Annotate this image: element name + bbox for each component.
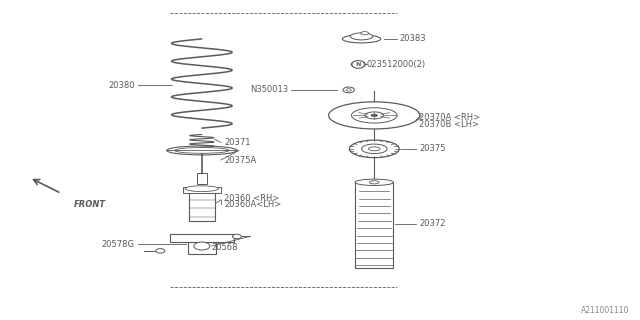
Text: FRONT: FRONT [74,200,106,209]
Text: 20370A <RH>: 20370A <RH> [419,114,480,123]
Text: A211001110: A211001110 [581,306,630,315]
Ellipse shape [369,147,380,151]
Ellipse shape [351,61,365,68]
Ellipse shape [328,102,420,129]
Ellipse shape [350,33,372,40]
Ellipse shape [371,114,378,117]
Ellipse shape [156,249,165,253]
Ellipse shape [349,140,399,158]
Ellipse shape [185,186,218,192]
Text: 20375: 20375 [419,144,445,153]
Ellipse shape [351,108,397,123]
Text: 023512000(2): 023512000(2) [367,60,426,69]
Text: 20380: 20380 [108,81,135,90]
Text: 20383: 20383 [400,35,426,44]
Text: 20375A: 20375A [224,156,257,164]
Ellipse shape [369,181,379,184]
Text: 20578G: 20578G [102,240,135,249]
Ellipse shape [346,89,351,91]
Text: 20360 <RH>: 20360 <RH> [224,194,280,204]
Text: 20372: 20372 [419,219,445,228]
Text: N: N [356,62,361,67]
Text: N350013: N350013 [250,85,288,94]
Text: 20371: 20371 [224,138,251,147]
FancyBboxPatch shape [189,187,214,220]
Ellipse shape [361,32,369,35]
Ellipse shape [355,179,394,186]
FancyBboxPatch shape [188,236,216,254]
Text: 20568: 20568 [211,243,238,252]
Ellipse shape [194,242,210,250]
Ellipse shape [343,87,355,93]
Ellipse shape [362,144,387,154]
Ellipse shape [355,62,362,66]
FancyBboxPatch shape [355,182,394,268]
Text: 20360A<LH>: 20360A<LH> [224,200,282,209]
Ellipse shape [352,60,365,68]
FancyBboxPatch shape [196,173,207,184]
Text: 20370B <LH>: 20370B <LH> [419,120,479,129]
Ellipse shape [342,35,381,43]
Ellipse shape [167,146,237,155]
Ellipse shape [365,112,383,119]
Ellipse shape [175,148,229,153]
FancyBboxPatch shape [182,187,221,193]
FancyBboxPatch shape [170,234,234,242]
Ellipse shape [232,234,241,239]
